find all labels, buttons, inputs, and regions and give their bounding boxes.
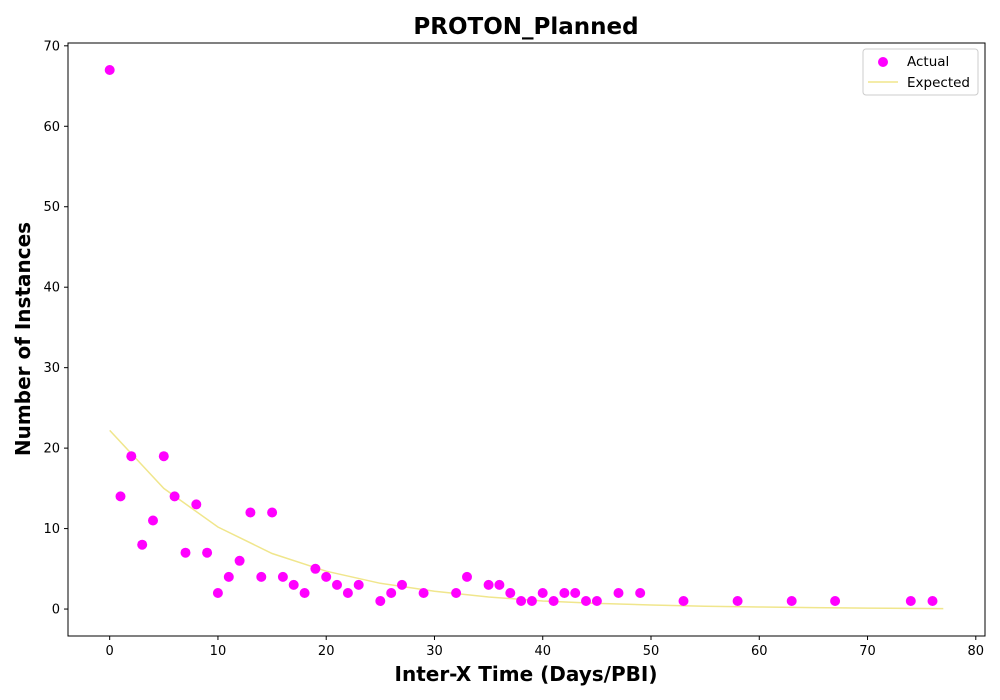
- legend-actual-marker: [878, 57, 888, 67]
- actual-point: [462, 571, 472, 582]
- legend: Actual Expected: [862, 48, 979, 96]
- plot-frame: [67, 42, 986, 637]
- x-tick-label: 0: [106, 644, 114, 659]
- y-tick-label: 70: [43, 39, 60, 54]
- y-tick-label: 60: [43, 120, 60, 135]
- actual-point: [905, 596, 916, 606]
- x-tick-label: 40: [534, 644, 551, 659]
- actual-point: [256, 571, 267, 582]
- actual-point: [635, 588, 646, 598]
- x-tick-label: 80: [968, 644, 985, 659]
- actual-point: [375, 596, 386, 606]
- actual-point: [158, 451, 169, 462]
- legend-expected-label: Expected: [907, 75, 970, 91]
- actual-point: [613, 588, 624, 598]
- y-axis-title: Number of Instances: [11, 222, 35, 456]
- actual-point: [537, 588, 548, 598]
- x-axis-title: Inter-X Time (Days/PBI): [395, 662, 658, 686]
- actual-point: [288, 579, 299, 590]
- actual-point: [245, 507, 256, 518]
- actual-point: [104, 65, 115, 75]
- x-tick-label: 50: [643, 644, 660, 659]
- y-tick-label: 20: [43, 442, 60, 457]
- actual-point: [483, 579, 494, 590]
- actual-point: [516, 596, 527, 606]
- actual-point: [342, 588, 353, 598]
- actual-point: [386, 588, 397, 598]
- legend-actual-label: Actual: [907, 54, 949, 70]
- actual-point: [310, 563, 321, 574]
- x-tick-label: 20: [318, 644, 335, 659]
- actual-point: [581, 596, 591, 606]
- actual-point: [299, 588, 310, 598]
- actual-point: [505, 588, 516, 598]
- expected-line: [109, 429, 944, 610]
- actual-point: [212, 588, 223, 598]
- actual-point: [591, 596, 602, 606]
- actual-point: [526, 596, 537, 606]
- y-tick-label: 0: [52, 603, 60, 618]
- actual-point: [353, 579, 364, 590]
- actual-point: [548, 596, 559, 606]
- actual-point: [223, 571, 234, 582]
- x-tick-label: 60: [751, 644, 768, 659]
- actual-point: [927, 596, 938, 606]
- actual-point: [494, 579, 505, 590]
- x-tick-label: 70: [859, 644, 876, 659]
- actual-point: [126, 451, 137, 462]
- y-tick-label: 40: [43, 281, 60, 296]
- actual-point: [332, 579, 342, 590]
- actual-point: [732, 596, 743, 606]
- actual-point: [277, 571, 288, 582]
- actual-point: [148, 515, 158, 526]
- actual-point: [786, 596, 797, 606]
- actual-point: [570, 588, 581, 598]
- actual-point: [559, 588, 570, 598]
- actual-point: [191, 499, 202, 510]
- x-tick-label: 30: [426, 644, 443, 659]
- y-tick-label: 10: [43, 522, 60, 537]
- actual-point: [678, 596, 689, 606]
- plot-area: [104, 65, 944, 610]
- actual-point: [180, 547, 191, 558]
- actual-point: [321, 571, 332, 582]
- legend-box: [862, 48, 979, 96]
- actual-point: [115, 491, 126, 502]
- y-tick-label: 50: [43, 200, 60, 215]
- actual-point: [267, 507, 278, 518]
- x-tick-label: 10: [210, 644, 227, 659]
- actual-point: [234, 555, 245, 566]
- actual-point: [830, 596, 841, 606]
- actual-point: [418, 588, 429, 598]
- y-tick-label: 30: [43, 361, 60, 376]
- actual-point: [137, 539, 148, 550]
- y-axis: 0 10 20 30 40 50 60 70: [43, 39, 68, 618]
- chart-title: PROTON_Planned: [413, 14, 638, 40]
- actual-point: [451, 588, 462, 598]
- actual-point: [397, 579, 407, 590]
- actual-point: [202, 547, 213, 558]
- actual-point: [169, 491, 180, 502]
- x-axis: 0 10 20 30 40 50 60 70 80: [106, 636, 985, 659]
